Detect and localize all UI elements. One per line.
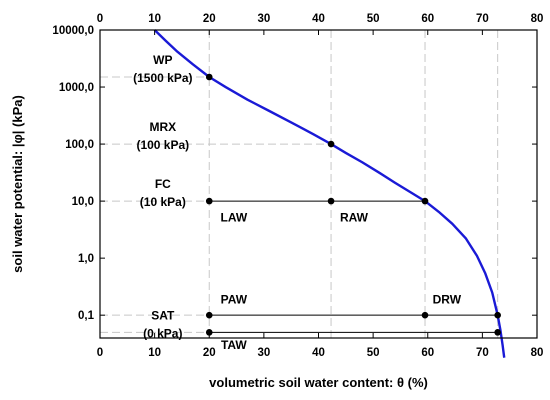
y-axis-title: soil water potential: |φ| (kPa) bbox=[10, 95, 25, 273]
data-point-3 bbox=[205, 197, 213, 205]
x-tick-label-top: 80 bbox=[531, 13, 544, 25]
x-tick-label-top: 20 bbox=[203, 13, 216, 25]
annotation-wp: WP (1500 kPa) bbox=[133, 53, 192, 85]
x-tick-label-top: 50 bbox=[367, 13, 380, 25]
annotation-paw: PAW bbox=[221, 292, 248, 306]
annotation-mrx: MRX (100 kPa) bbox=[136, 120, 189, 152]
data-point-9 bbox=[494, 329, 501, 336]
data-point-2 bbox=[421, 197, 429, 205]
data-point-0 bbox=[205, 73, 213, 81]
x-tick-label-bottom: 40 bbox=[312, 347, 325, 359]
data-point-7 bbox=[494, 311, 501, 319]
y-tick-label: 10000,0 bbox=[52, 25, 94, 37]
x-tick-label-top: 60 bbox=[421, 13, 434, 25]
x-tick-label-bottom: 80 bbox=[531, 347, 544, 359]
y-tick-label: 100,0 bbox=[65, 139, 94, 151]
x-tick-label-top: 30 bbox=[257, 13, 270, 25]
x-tick-label-bottom: 10 bbox=[148, 347, 161, 359]
dashed-guides bbox=[100, 30, 499, 338]
annotation-law: LAW bbox=[220, 210, 247, 224]
key-points-group bbox=[205, 73, 501, 336]
x-tick-label-bottom: 50 bbox=[367, 347, 380, 359]
annotation-fc: FC (10 kPa) bbox=[140, 177, 186, 209]
x-tick-label-bottom: 70 bbox=[476, 347, 489, 359]
retention-curve-group bbox=[153, 29, 506, 358]
x-tick-label-top: 0 bbox=[97, 13, 103, 25]
horizontal-range-lines bbox=[209, 200, 498, 333]
x-tick-label-bottom: 30 bbox=[257, 347, 270, 359]
data-point-8 bbox=[205, 329, 213, 336]
annotations-group: WP (1500 kPa) MRX (100 kPa) FC (10 kPa) SAT (0 … bbox=[133, 53, 462, 352]
annotation-taw: TAW bbox=[221, 338, 247, 352]
x-tick-label-bottom: 0 bbox=[97, 347, 103, 359]
x-tick-label-bottom: 60 bbox=[421, 347, 434, 359]
y-tick-label: 10,0 bbox=[72, 196, 94, 208]
annotation-drw: DRW bbox=[433, 292, 462, 306]
annotation-sat: SAT (0 kPa) bbox=[143, 308, 182, 340]
data-point-1 bbox=[327, 140, 335, 148]
x-axis-title: volumetric soil water content: θ (%) bbox=[209, 375, 428, 390]
y-tick-label: 0,1 bbox=[78, 310, 95, 322]
retention-curve-0 bbox=[153, 29, 506, 358]
y-tick-label: 1000,0 bbox=[59, 82, 94, 94]
y-tick-label: 1,0 bbox=[78, 253, 94, 265]
x-tick-label-top: 70 bbox=[476, 13, 489, 25]
axis-ticks: 0 0 10 10 20 20 30 30 40 40 50 50 60 60 70 70 80 80 10000,… bbox=[52, 13, 543, 359]
x-tick-label-top: 10 bbox=[148, 13, 161, 25]
data-point-6 bbox=[421, 311, 429, 319]
x-tick-label-top: 40 bbox=[312, 13, 325, 25]
annotation-raw: RAW bbox=[340, 210, 369, 224]
data-point-4 bbox=[327, 197, 335, 205]
data-point-5 bbox=[205, 311, 213, 319]
x-tick-label-bottom: 20 bbox=[203, 347, 216, 359]
